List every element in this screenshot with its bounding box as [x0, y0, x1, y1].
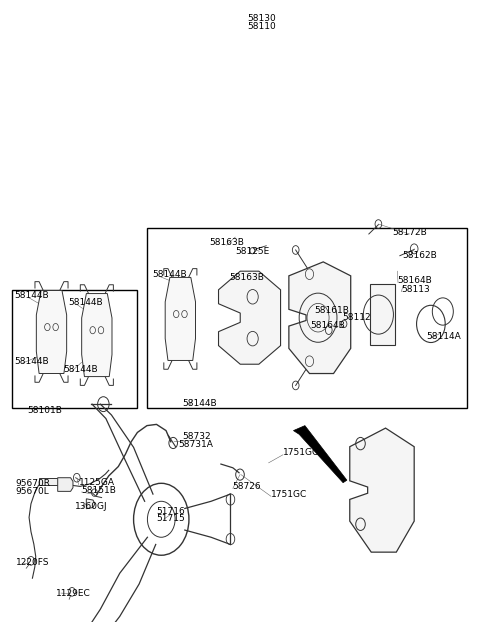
- Polygon shape: [38, 478, 58, 485]
- Polygon shape: [165, 277, 195, 361]
- Text: 1125GA: 1125GA: [79, 478, 115, 487]
- Text: 1751GC: 1751GC: [271, 490, 307, 499]
- Text: 58144B: 58144B: [63, 364, 98, 374]
- Text: 95670L: 95670L: [16, 487, 49, 496]
- Text: 58151B: 58151B: [82, 485, 117, 495]
- Text: 58164B: 58164B: [397, 276, 432, 285]
- Text: 1220FS: 1220FS: [16, 558, 49, 567]
- Text: 58114A: 58114A: [426, 332, 461, 341]
- Text: 58144B: 58144B: [15, 356, 49, 366]
- Polygon shape: [370, 284, 395, 345]
- Text: 58144B: 58144B: [68, 298, 103, 307]
- Polygon shape: [350, 428, 414, 552]
- Text: 58172B: 58172B: [393, 227, 428, 237]
- Text: 1129EC: 1129EC: [56, 589, 91, 597]
- Text: 1751GC: 1751GC: [283, 449, 319, 457]
- Text: 58726: 58726: [232, 482, 261, 491]
- Polygon shape: [82, 293, 112, 376]
- Text: 58144B: 58144B: [183, 399, 217, 408]
- Text: 58101B: 58101B: [27, 406, 62, 416]
- Text: 58113: 58113: [401, 285, 430, 294]
- Text: 58110: 58110: [247, 22, 276, 31]
- Text: 51716: 51716: [156, 506, 185, 516]
- Text: 58162B: 58162B: [402, 251, 437, 260]
- Text: 58163B: 58163B: [229, 273, 264, 282]
- Text: 58144B: 58144B: [152, 270, 187, 278]
- Polygon shape: [218, 271, 281, 364]
- Text: 58112: 58112: [343, 313, 371, 322]
- Text: 58163B: 58163B: [209, 237, 244, 247]
- Text: 58130: 58130: [247, 14, 276, 23]
- Text: 51715: 51715: [156, 514, 185, 523]
- Polygon shape: [58, 478, 73, 492]
- Text: 1360GJ: 1360GJ: [75, 502, 108, 511]
- Text: 58161B: 58161B: [314, 306, 349, 315]
- Polygon shape: [293, 426, 347, 483]
- Polygon shape: [86, 499, 95, 509]
- Text: 58144B: 58144B: [15, 292, 49, 300]
- Text: 58164B: 58164B: [311, 321, 346, 330]
- Text: 58731A: 58731A: [179, 440, 214, 449]
- Text: 95670R: 95670R: [16, 480, 51, 488]
- Polygon shape: [289, 262, 351, 374]
- Text: 58125E: 58125E: [235, 247, 269, 256]
- Polygon shape: [36, 290, 67, 373]
- Text: 58732: 58732: [182, 432, 210, 441]
